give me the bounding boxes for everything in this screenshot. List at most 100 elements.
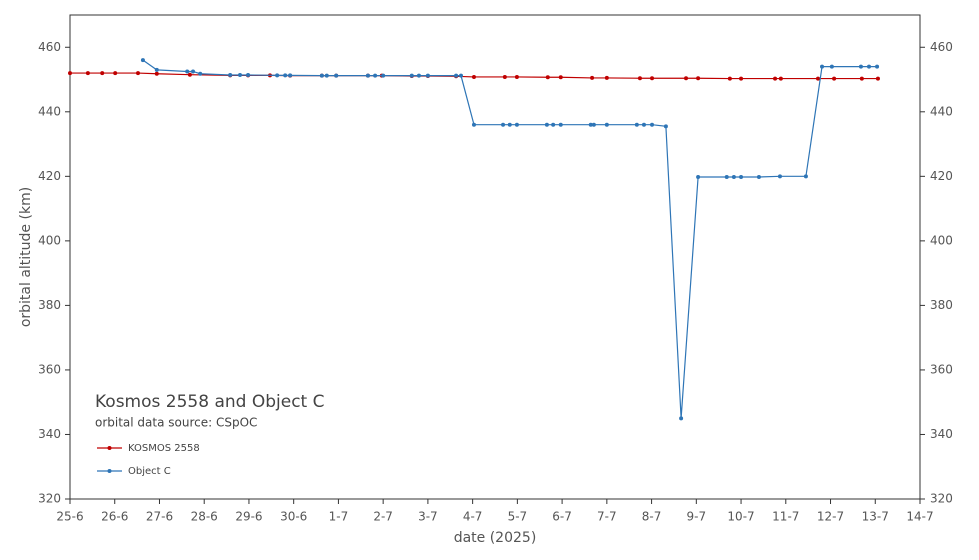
x-tick-label: 3-7 — [418, 510, 438, 524]
point — [283, 73, 288, 78]
x-tick-label: 10-7 — [727, 510, 754, 524]
point — [558, 75, 563, 80]
point — [727, 76, 732, 81]
point — [319, 73, 324, 78]
x-tick-label: 29-6 — [235, 510, 262, 524]
point — [696, 76, 701, 81]
point — [820, 64, 825, 69]
point — [416, 73, 421, 78]
point — [238, 73, 242, 78]
x-tick-label: 14-7 — [906, 510, 933, 524]
x-tick-label: 9-7 — [687, 510, 707, 524]
x-tick-label: 7-7 — [597, 510, 617, 524]
point — [637, 76, 642, 81]
point — [187, 72, 192, 77]
point — [604, 75, 609, 80]
point — [679, 416, 684, 421]
point — [545, 75, 550, 80]
plot-frame — [69, 14, 921, 500]
x-tick-label: 5-7 — [508, 510, 528, 524]
legend-marker — [107, 446, 112, 450]
y-tick-label: 380 — [38, 298, 61, 312]
point — [191, 69, 196, 74]
point — [739, 76, 744, 81]
point — [829, 64, 834, 69]
point — [246, 73, 251, 78]
x-tick-label: 30-6 — [280, 510, 307, 524]
point — [588, 122, 593, 127]
y2-tick-label: 320 — [930, 492, 953, 506]
x-tick-label: 8-7 — [642, 510, 662, 524]
point — [514, 74, 519, 79]
point — [590, 75, 595, 80]
point — [275, 73, 280, 78]
point — [773, 76, 778, 81]
point — [85, 71, 90, 76]
x-tick-label: 4-7 — [463, 510, 483, 524]
y-tick-label: 460 — [38, 40, 61, 54]
point — [409, 73, 414, 78]
x-tick-label: 26-6 — [101, 510, 128, 524]
x-tick-label: 25-6 — [56, 510, 83, 524]
point — [334, 73, 339, 78]
point — [731, 174, 736, 179]
legend-marker — [107, 469, 112, 473]
point — [859, 76, 864, 81]
point — [471, 74, 476, 79]
point — [185, 69, 190, 74]
point — [778, 76, 783, 81]
point — [136, 71, 140, 76]
y2-tick-label: 460 — [930, 40, 953, 54]
y2-tick-label: 440 — [930, 104, 953, 118]
chart-title: Kosmos 2558 and Object C — [95, 392, 324, 412]
point — [756, 174, 761, 179]
point — [502, 74, 507, 79]
point — [288, 73, 293, 78]
point — [544, 122, 549, 127]
point — [777, 174, 782, 179]
point — [551, 122, 556, 127]
point — [140, 58, 145, 63]
point — [875, 64, 880, 69]
point — [324, 73, 329, 78]
point — [198, 71, 203, 76]
point — [154, 67, 159, 72]
legend-label: Object C — [128, 466, 171, 477]
legend-label: KOSMOS 2558 — [128, 443, 200, 454]
point — [684, 76, 689, 81]
point — [696, 174, 701, 179]
point — [68, 71, 72, 76]
y-tick-label: 440 — [38, 104, 61, 118]
point — [634, 122, 639, 127]
x-tick-label: 6-7 — [552, 510, 572, 524]
point — [381, 73, 386, 78]
y-tick-label: 420 — [38, 169, 61, 183]
point — [650, 122, 655, 127]
point — [501, 122, 506, 127]
point — [558, 122, 563, 127]
point — [471, 122, 476, 127]
point — [875, 76, 880, 81]
x-tick-label: 27-6 — [146, 510, 173, 524]
y2-tick-label: 380 — [930, 298, 953, 312]
x-tick-label: 11-7 — [772, 510, 799, 524]
point — [514, 122, 519, 127]
point — [816, 76, 820, 81]
point — [154, 71, 159, 76]
x-tick-label: 12-7 — [817, 510, 844, 524]
y2-tick-label: 360 — [930, 362, 953, 376]
point — [100, 71, 105, 76]
x-axis-title: date (2025) — [454, 530, 537, 546]
point — [724, 174, 729, 179]
y-tick-label: 340 — [38, 427, 61, 441]
series-line — [142, 59, 878, 419]
point — [867, 64, 871, 69]
chart-subtitle: orbital data source: CSpOC — [95, 416, 257, 430]
point — [663, 124, 668, 129]
point — [459, 73, 463, 78]
point — [604, 122, 609, 127]
y2-tick-label: 420 — [930, 169, 953, 183]
point — [858, 64, 863, 69]
y-tick-label: 360 — [38, 362, 61, 376]
